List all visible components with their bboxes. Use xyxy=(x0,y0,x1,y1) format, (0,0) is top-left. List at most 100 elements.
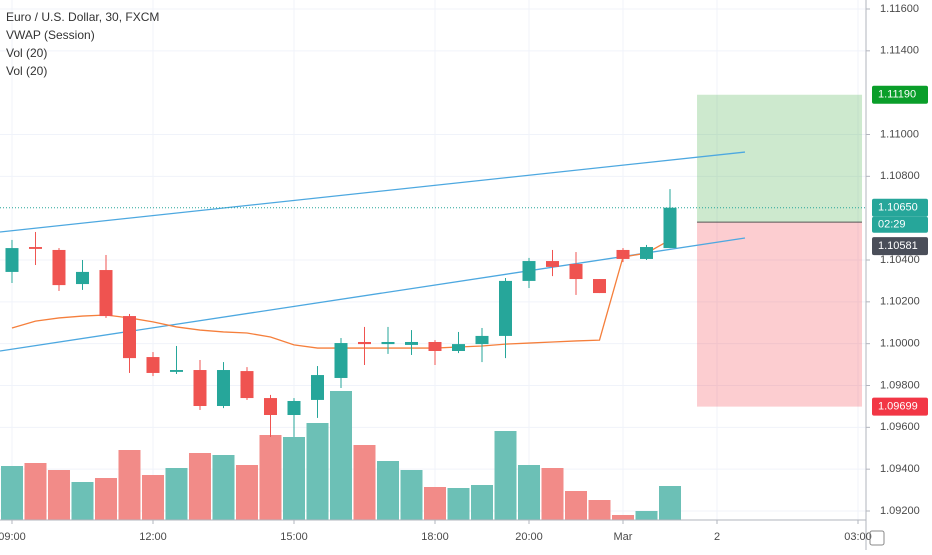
stop-label: 1.09699 xyxy=(878,401,918,413)
volume-bar xyxy=(24,463,47,520)
volume-bar xyxy=(470,485,493,520)
candle-body xyxy=(263,398,277,415)
candle-body xyxy=(663,207,677,249)
volume-bar xyxy=(71,482,94,520)
legend-volume: Vol (20) xyxy=(6,64,47,78)
candle-body xyxy=(5,248,19,272)
volume-pane xyxy=(0,391,682,520)
entry-label-bg xyxy=(872,237,928,256)
target-label: 1.11190 xyxy=(878,89,916,101)
candle-body xyxy=(593,279,607,294)
candle-body xyxy=(428,341,442,351)
trendline xyxy=(0,151,746,233)
volume-bar xyxy=(94,478,117,520)
volume-bar xyxy=(541,468,564,520)
volume-bar xyxy=(47,470,70,520)
volume-bar xyxy=(376,461,399,520)
volume-bar xyxy=(588,500,611,520)
y-tick-label: 1.10000 xyxy=(880,338,920,350)
legend: Euro / U.S. Dollar, 30, FXCM VWAP (Sessi… xyxy=(6,10,159,78)
x-tick-label: 15:00 xyxy=(280,531,308,543)
volume-bar xyxy=(165,468,188,520)
candle-body xyxy=(169,370,183,372)
y-tick-label: 1.09800 xyxy=(880,379,920,391)
x-tick-label: Mar xyxy=(614,531,633,543)
volume-bar xyxy=(259,435,282,520)
volume-bar xyxy=(282,437,305,520)
volume-bar xyxy=(235,465,258,520)
countdown-bg xyxy=(872,216,928,233)
candle-body xyxy=(616,249,630,259)
settings-icon[interactable] xyxy=(869,530,885,546)
legend-vwap: VWAP (Session) xyxy=(6,28,95,42)
candles xyxy=(5,189,677,437)
target-label-bg xyxy=(872,85,928,104)
volume-bar xyxy=(329,391,352,520)
candle-body xyxy=(334,343,348,378)
volume-bar xyxy=(612,515,635,520)
y-tick-label: 1.11000 xyxy=(880,128,919,140)
candle-body xyxy=(640,247,654,259)
x-tick-label: 2 xyxy=(714,531,720,543)
candle-body xyxy=(193,370,207,407)
volume-bar xyxy=(447,488,470,520)
volume-bar xyxy=(306,423,329,520)
loss-zone xyxy=(697,222,863,407)
candle-body xyxy=(357,341,371,345)
candle-body xyxy=(546,261,560,267)
volume-bar xyxy=(400,470,423,520)
volume-bar xyxy=(635,511,658,520)
candle-body xyxy=(52,249,66,286)
candle-body xyxy=(569,263,583,280)
candle-body xyxy=(404,341,418,345)
current-price-label-bg xyxy=(872,198,928,217)
candle-body xyxy=(381,341,395,345)
profit-zone xyxy=(697,94,863,223)
candle-body xyxy=(475,335,489,345)
volume-bar xyxy=(565,491,588,520)
volume-bar xyxy=(423,487,446,520)
candle-body xyxy=(498,280,512,336)
y-tick-label: 1.11400 xyxy=(880,45,919,57)
x-tick-label: 20:00 xyxy=(515,531,543,543)
candle-body xyxy=(310,375,324,400)
candle-body xyxy=(122,316,136,359)
volume-bar xyxy=(0,466,23,520)
y-tick-label: 1.10400 xyxy=(880,254,920,266)
candle-body xyxy=(240,371,254,399)
y-tick-label: 1.09600 xyxy=(880,421,920,433)
volume-bar xyxy=(353,445,376,520)
x-tick-label: 18:00 xyxy=(421,531,449,543)
y-tick-label: 1.10800 xyxy=(880,170,920,182)
y-tick-label: 1.11600 xyxy=(880,3,919,15)
current-price-label: 1.10650 xyxy=(878,202,918,214)
icon-frame[interactable] xyxy=(869,530,885,546)
volume-bar xyxy=(141,475,164,520)
volume-bar xyxy=(494,431,517,520)
legend-symbol: Euro / U.S. Dollar, 30, FXCM xyxy=(6,10,159,24)
candle-body xyxy=(146,357,160,373)
candle-body xyxy=(216,370,230,407)
candle-body xyxy=(522,261,536,281)
candle-body xyxy=(99,270,113,317)
overlays xyxy=(0,94,866,407)
legend-volume: Vol (20) xyxy=(6,46,47,60)
axes: 1.11600 1.11400 1.11000 1.10800 1.10400 1.102… xyxy=(0,3,928,543)
candle-body xyxy=(451,344,465,351)
volume-bar xyxy=(659,486,682,520)
volume-bar xyxy=(188,453,211,520)
volume-bar xyxy=(118,450,141,520)
x-tick-label: 09:00 xyxy=(0,531,26,543)
x-tick-label: 12:00 xyxy=(139,531,167,543)
candle-body xyxy=(75,271,89,285)
entry-label: 1.10581 xyxy=(878,240,918,252)
y-tick-label: 1.10200 xyxy=(880,296,920,308)
volume-bar xyxy=(518,465,541,520)
countdown: 02:29 xyxy=(878,219,906,231)
stop-label-bg xyxy=(872,397,928,416)
x-tick-label: 03:00 xyxy=(844,531,872,543)
volume-bar xyxy=(212,455,235,520)
